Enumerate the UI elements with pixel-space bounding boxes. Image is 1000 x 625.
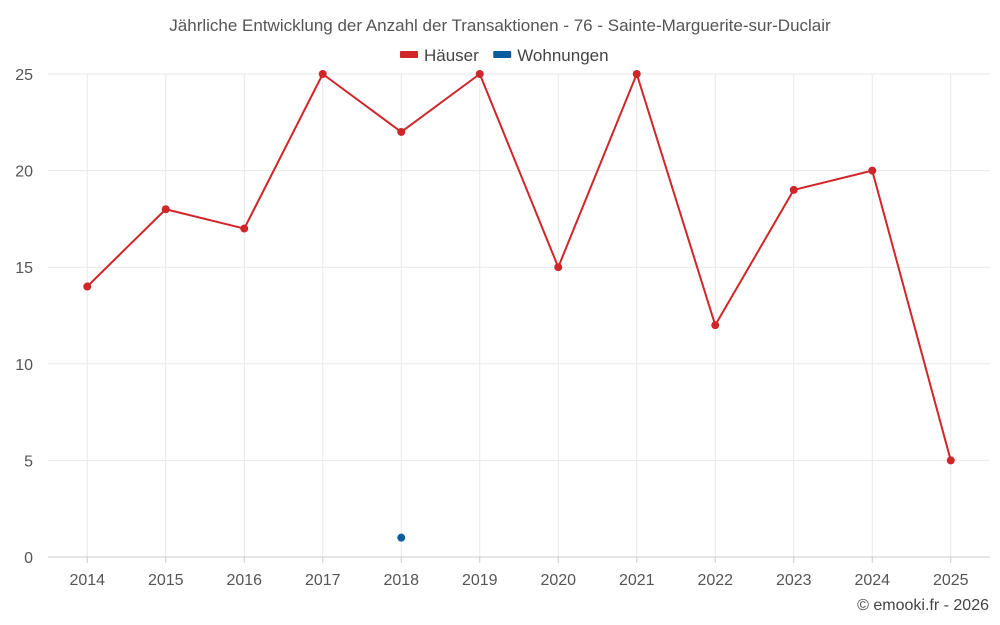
y-tick-label: 10 [15,357,33,374]
credit-text: © emooki.fr - 2026 [857,597,989,614]
legend-swatch [493,51,512,58]
data-point[interactable] [632,70,641,78]
x-tick-label: 2019 [462,572,498,589]
data-point[interactable] [318,70,327,78]
x-tick-label: 2024 [854,572,890,589]
data-point[interactable] [397,127,406,136]
y-tick-label: 5 [24,453,33,470]
x-tick-label: 2023 [776,572,812,589]
series-Häuser [83,70,955,465]
data-point[interactable] [711,321,720,330]
data-point[interactable] [868,166,877,175]
x-tick-label: 2025 [933,572,969,589]
y-tick-label: 0 [24,550,33,567]
x-tick-label: 2017 [305,572,341,589]
x-tick-label: 2022 [697,572,733,589]
x-tick-label: 2016 [226,572,262,589]
data-point[interactable] [397,533,406,542]
chart-title: Jährliche Entwicklung der Anzahl der Tra… [169,16,831,35]
data-point[interactable] [161,205,170,214]
legend-item[interactable]: Wohnungen [493,46,609,65]
x-tick-label: 2018 [383,572,419,589]
x-tick-label: 2021 [619,572,655,589]
data-point[interactable] [789,185,798,194]
series-line [86,73,952,461]
legend: Häuser Wohnungen [400,46,609,65]
data-point[interactable] [554,263,563,272]
data-point[interactable] [83,282,92,291]
legend-item[interactable]: Häuser [400,46,479,65]
series [83,70,955,542]
y-tick-label: 20 [15,164,33,181]
x-tick-label: 2020 [540,572,576,589]
data-point[interactable] [240,224,249,233]
data-point[interactable] [475,70,484,78]
legend-label: Häuser [424,46,479,65]
y-tick-label: 25 [15,67,33,84]
legend-label: Wohnungen [517,46,608,65]
legend-swatch [400,51,418,58]
x-tick-label: 2015 [148,572,184,589]
grid [48,73,990,557]
y-tick-label: 15 [15,260,33,277]
series-Wohnungen [397,533,406,542]
data-point[interactable] [946,456,955,465]
x-tick-label: 2014 [69,572,105,589]
